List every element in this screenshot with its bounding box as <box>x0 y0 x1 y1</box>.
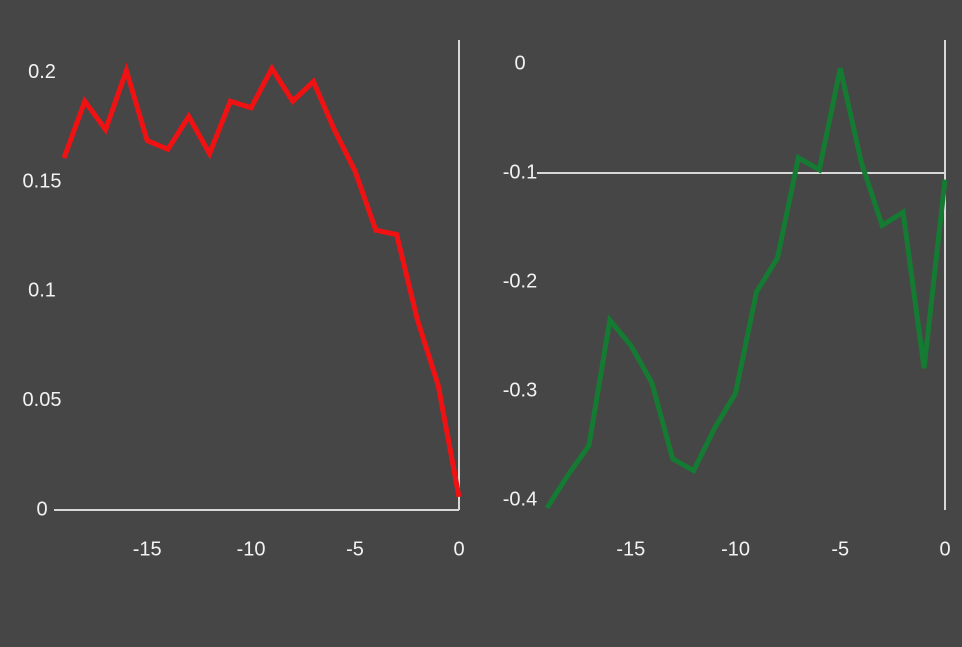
y-tick-label: 0.1 <box>28 280 56 302</box>
y-tick-label: 0 <box>36 498 47 520</box>
y-tick-label: -0.2 <box>503 270 537 292</box>
y-tick-label: 0.2 <box>28 61 56 83</box>
data-line <box>61 62 462 498</box>
data-line <box>544 67 948 510</box>
x-tick-label: 0 <box>939 538 950 560</box>
x-tick-label: 0 <box>453 538 464 560</box>
x-tick-label: -15 <box>616 538 645 560</box>
x-tick-label: -10 <box>237 538 266 560</box>
x-tick-label: -5 <box>346 538 364 560</box>
y-tick-label: -0.4 <box>503 488 537 510</box>
x-tick-label: -15 <box>133 538 162 560</box>
y-tick-label: 0 <box>514 52 525 74</box>
y-tick-label: -0.1 <box>503 161 537 183</box>
x-tick-label: -5 <box>831 538 849 560</box>
y-tick-label: 0.05 <box>23 389 62 411</box>
x-tick-label: -10 <box>721 538 750 560</box>
y-tick-label: 0.15 <box>23 170 62 192</box>
y-tick-label: -0.3 <box>503 379 537 401</box>
